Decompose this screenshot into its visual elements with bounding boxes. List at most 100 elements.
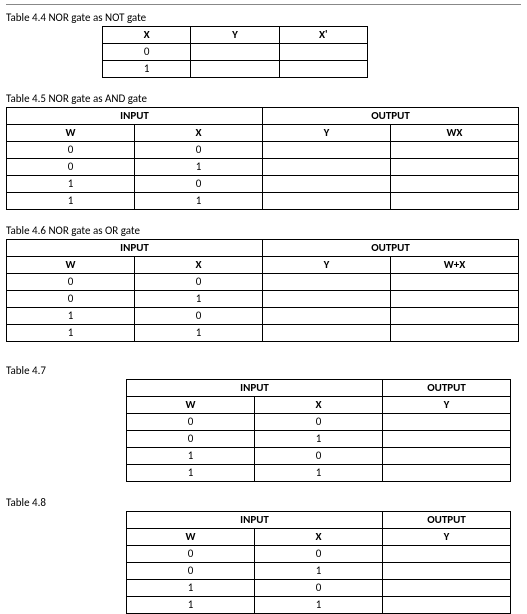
table-row: 01 [127, 431, 511, 448]
table-4-4: X Y X' 0 1 [102, 26, 368, 78]
table-row: INPUT OUTPUT [127, 512, 511, 529]
col-header: Y [191, 27, 279, 44]
table-row: 0 [103, 44, 368, 61]
cell: 0 [135, 308, 263, 325]
col-header: X [255, 397, 383, 414]
table-row: 00 [127, 414, 511, 431]
cell [391, 193, 519, 210]
cell [391, 176, 519, 193]
cell: 0 [127, 563, 255, 580]
table-row: 00 [7, 274, 519, 291]
cell: 0 [7, 274, 135, 291]
table-row: 00 [127, 546, 511, 563]
cell: 1 [135, 325, 263, 342]
table-row: 1 [103, 61, 368, 78]
col-header: W [7, 257, 135, 274]
cell [263, 308, 391, 325]
cell [263, 325, 391, 342]
cell [391, 291, 519, 308]
cell [383, 414, 511, 431]
table-row: W X Y [127, 529, 511, 546]
cell: 0 [7, 142, 135, 159]
cell: 1 [135, 159, 263, 176]
table-row: INPUT OUTPUT [7, 240, 519, 257]
col-header: Y [263, 257, 391, 274]
table-4-6: INPUT OUTPUT W X Y W+X 00 01 10 11 [6, 239, 519, 342]
cell [391, 159, 519, 176]
cell [263, 291, 391, 308]
cell: 0 [255, 448, 383, 465]
cell: 1 [127, 580, 255, 597]
cell: 0 [255, 580, 383, 597]
table-4-5: INPUT OUTPUT W X Y WX 00 01 10 11 [6, 107, 519, 210]
table-row: 10 [127, 580, 511, 597]
cell: 1 [103, 61, 191, 78]
col-header: Y [383, 397, 511, 414]
col-header: W [127, 397, 255, 414]
col-header: X [103, 27, 191, 44]
col-header: X [255, 529, 383, 546]
group-header-input: INPUT [7, 240, 263, 257]
cell: 1 [127, 465, 255, 482]
cell: 0 [7, 291, 135, 308]
table-row: 11 [127, 597, 511, 614]
top-divider [6, 4, 521, 5]
cell [391, 274, 519, 291]
cell [263, 159, 391, 176]
table-row: 11 [127, 465, 511, 482]
caption-4-8: Table 4.8 [6, 496, 521, 509]
table-row: 10 [7, 176, 519, 193]
cell [383, 465, 511, 482]
cell: 1 [7, 325, 135, 342]
caption-4-7: Table 4.7 [6, 364, 521, 377]
cell [263, 176, 391, 193]
cell: 0 [127, 546, 255, 563]
table-row: W X Y W+X [7, 257, 519, 274]
group-header-output: OUTPUT [263, 240, 519, 257]
cell: 0 [127, 414, 255, 431]
table-row: 01 [7, 291, 519, 308]
table-row: 00 [7, 142, 519, 159]
col-header: W [7, 125, 135, 142]
table-row: 01 [7, 159, 519, 176]
table-row: W X Y WX [7, 125, 519, 142]
cell: 0 [255, 414, 383, 431]
table-row: W X Y [127, 397, 511, 414]
table-row: 10 [7, 308, 519, 325]
group-header-input: INPUT [7, 108, 263, 125]
cell: 0 [7, 159, 135, 176]
page: Table 4.4 NOR gate as NOT gate X Y X' 0 … [0, 0, 527, 614]
cell: 1 [135, 193, 263, 210]
cell: 1 [135, 291, 263, 308]
col-header: X [135, 125, 263, 142]
cell: 1 [255, 431, 383, 448]
cell [383, 431, 511, 448]
cell: 1 [255, 597, 383, 614]
cell: 1 [255, 465, 383, 482]
cell: 1 [7, 176, 135, 193]
col-header: X' [279, 27, 367, 44]
cell: 0 [135, 176, 263, 193]
cell [263, 193, 391, 210]
col-header: W [127, 529, 255, 546]
group-header-output: OUTPUT [383, 380, 511, 397]
table-4-7: INPUT OUTPUT W X Y 00 01 10 11 [126, 379, 511, 482]
caption-4-5: Table 4.5 NOR gate as AND gate [6, 92, 521, 105]
table-row: X Y X' [103, 27, 368, 44]
cell: 0 [135, 274, 263, 291]
cell [279, 61, 367, 78]
col-header: W+X [391, 257, 519, 274]
group-header-input: INPUT [127, 512, 383, 529]
col-header: X [135, 257, 263, 274]
col-header: Y [263, 125, 391, 142]
cell: 0 [255, 546, 383, 563]
cell [383, 597, 511, 614]
cell [391, 308, 519, 325]
cell [191, 44, 279, 61]
table-4-8: INPUT OUTPUT W X Y 00 01 10 11 [126, 511, 511, 614]
cell: 0 [127, 431, 255, 448]
cell: 0 [103, 44, 191, 61]
group-header-output: OUTPUT [383, 512, 511, 529]
table-row: INPUT OUTPUT [127, 380, 511, 397]
cell [279, 44, 367, 61]
